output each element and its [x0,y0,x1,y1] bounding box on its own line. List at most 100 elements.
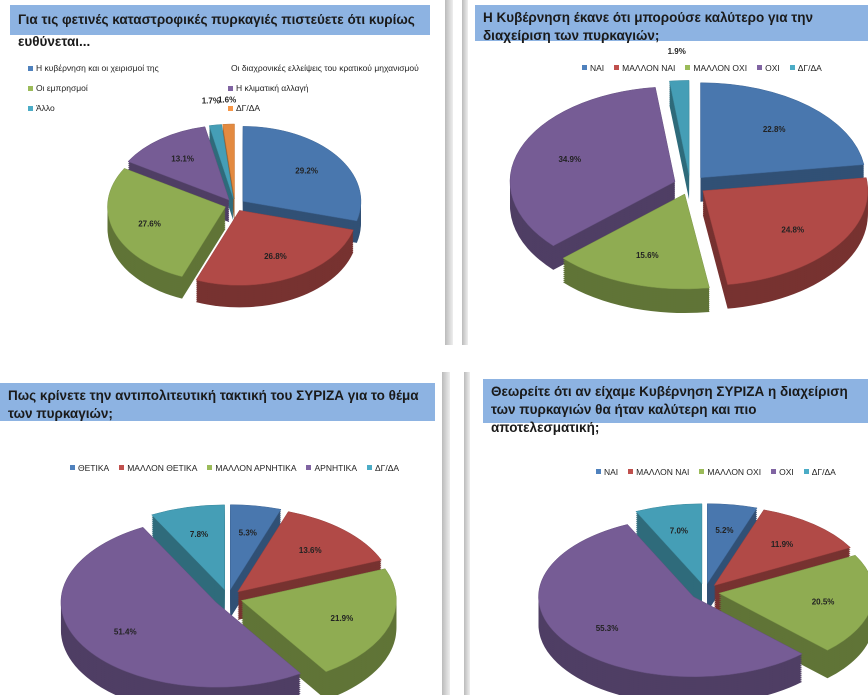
legend-2: ΝΑΙ ΜΑΛΛΟΝ ΝΑΙ ΜΑΛΛΟΝ ΟΧΙ ΟΧΙ ΔΓ/ΔΑ [582,62,832,73]
data-label: 1.7% [202,96,220,105]
legend-item: ΜΑΛΛΟΝ ΝΑΙ [614,63,675,73]
legend-label: Η κυβέρνηση και οι χειρισμοί της [36,63,159,73]
pie-slice-side-layer [209,128,234,204]
panel-shadow [462,0,468,345]
data-label: 51.4% [114,628,137,637]
data-label: 22.8% [763,125,786,134]
data-label: 13.1% [171,155,194,164]
legend-item: Οι εμπρησμοί [28,83,218,93]
legend-item: ΝΑΙ [582,63,604,73]
legend-label: ΜΑΛΛΟΝ ΝΑΙ [622,62,676,73]
legend-item: ΑΡΝΗΤΙΚΑ [306,463,357,473]
pie-chart-3: 5.3% 13.6% 21.9% 51.4% 7.8% [60,504,397,695]
chart-title-4: Θεωρείτε ότι αν είχαμε Κυβέρνηση ΣΥΡΙΖΑ … [483,379,868,435]
legend-item: ΝΑΙ [596,467,618,477]
pie-slice [107,168,226,277]
legend-item: ΜΑΛΛΟΝ ΘΕΤΙΚΑ [119,463,197,473]
legend-label: ΜΑΛΛΟΝ ΝΑΙ [636,466,690,477]
legend-item: ΜΑΛΛΟΝ ΟΧΙ [685,63,747,73]
pie-slice [700,82,865,179]
pie-slice-side-layer [209,126,234,202]
legend-item: ΔΓ/ΔΑ [228,103,418,113]
chart-title-1: Για τις φετινές καταστροφικές πυρκαγιές … [10,5,430,49]
pie-slice [509,87,676,247]
legend-label: Οι εμπρησμοί [36,83,88,93]
pie-slice [237,511,382,593]
pie-chart-1: 29.2% 26.8% 27.6% 13.1% 1.7%1.6% [107,95,362,308]
panel-shadow [464,372,470,695]
chart-title-3: Πως κρίνετε την αντιπολιτευτική τακτική … [0,383,435,421]
pie-slice [230,504,282,591]
pie-slice-side-layer [209,130,234,206]
data-label: 21.9% [331,614,354,623]
legend-item: ΜΑΛΛΟΝ ΟΧΙ [699,467,761,477]
pie-slice [195,210,354,286]
pie-slice-side-layer [209,132,234,208]
legend-label: ΟΧΙ [765,62,780,73]
data-label: 26.8% [264,252,287,261]
legend-item: ΔΓ/ΔΑ [803,466,836,477]
data-label: 55.3% [596,624,619,633]
legend-label: ΑΡΝΗΤΙΚΑ [314,462,357,473]
legend-4: ΝΑΙ ΜΑΛΛΟΝ ΝΑΙ ΜΑΛΛΟΝ ΟΧΙ ΟΧΙ ΔΓ/ΔΑ [596,466,846,477]
legend-label: ΝΑΙ [604,466,619,477]
legend-label: Άλλο [36,103,55,113]
pie-slice-side-layer [209,136,234,212]
legend-label: ΟΧΙ [779,466,794,477]
pie-slice [538,524,803,678]
legend-1: Η κυβέρνηση και οι χειρισμοί της Οι διαχ… [28,63,428,113]
legend-label: ΘΕΤΙΚΑ [78,462,110,473]
data-label: 27.6% [138,219,161,228]
data-label: 11.9% [771,540,793,549]
pie-slice [635,503,703,585]
legend-label: ΔΓ/ΔΑ [375,462,400,473]
chart-title-2: Η Κυβέρνηση έκανε ότι μπορούσε καλύτερο … [475,5,868,43]
panel-shadow [442,372,450,695]
data-label: 1.9% [668,47,686,56]
legend-item: ΜΑΛΛΟΝ ΝΑΙ [628,467,689,477]
pie-slice [242,126,362,222]
legend-item: Οι διαχρονικές ελλείψεις του κρατικού μη… [228,63,419,73]
legend-3: ΘΕΤΙΚΑ ΜΑΛΛΟΝ ΘΕΤΙΚΑ ΜΑΛΛΟΝ ΑΡΝΗΤΙΚΑ ΑΡΝΗΤΙ… [70,462,409,473]
pie-chart-2: 22.8% 24.8% 15.6% 34.9% 1.9% [509,47,868,314]
legend-item: ΟΧΙ [771,467,794,477]
legend-label: Οι διαχρονικές ελλείψεις του κρατικού μη… [231,63,419,73]
pie-slice [208,124,234,200]
data-label: 7.0% [670,527,688,536]
pie-chart-4: 5.2% 11.9% 20.5% 55.3% 7.0% [538,503,868,695]
legend-item: Η κυβέρνηση και οι χειρισμοί της [28,63,218,73]
pie-slice [669,80,690,176]
legend-item: ΔΓ/ΔΑ [789,62,822,73]
data-label: 13.6% [299,546,322,555]
data-label: 29.2% [295,166,318,175]
legend-item: ΘΕΤΙΚΑ [70,463,109,473]
data-label: 20.5% [812,597,835,606]
legend-label: ΜΑΛΛΟΝ ΑΡΝΗΤΙΚΑ [215,462,297,473]
data-label: 34.9% [558,155,581,164]
data-label: 15.6% [636,251,659,260]
legend-label: ΝΑΙ [590,62,605,73]
data-label: 1.6% [218,95,236,104]
data-label: 24.8% [781,225,804,234]
legend-label: ΔΓ/ΔΑ [236,103,261,113]
pie-slice-side-layer [209,134,234,210]
legend-item: ΔΓ/ΔΑ [367,463,399,473]
legend-item: ΜΑΛΛΟΝ ΑΡΝΗΤΙΚΑ [207,463,296,473]
pie-slice [562,193,710,290]
legend-label: ΜΑΛΛΟΝ ΟΧΙ [693,62,748,73]
data-label: 5.2% [715,526,733,535]
pie-slice [151,504,225,591]
legend-label: ΔΓ/ΔΑ [797,62,822,73]
legend-label: ΜΑΛΛΟΝ ΟΧΙ [707,466,762,477]
data-label: 7.8% [190,530,208,539]
legend-item: Η κλιματική αλλαγή [228,83,418,93]
legend-label: ΔΓ/ΔΑ [811,466,836,477]
pie-slice [240,568,397,672]
legend-label: ΜΑΛΛΟΝ ΘΕΤΙΚΑ [127,462,198,473]
pie-slice [718,554,868,651]
legend-label: Η κλιματική αλλαγή [236,83,309,93]
pie-slice [713,509,851,587]
pie-slice [127,126,230,201]
pie-slice [222,123,235,200]
